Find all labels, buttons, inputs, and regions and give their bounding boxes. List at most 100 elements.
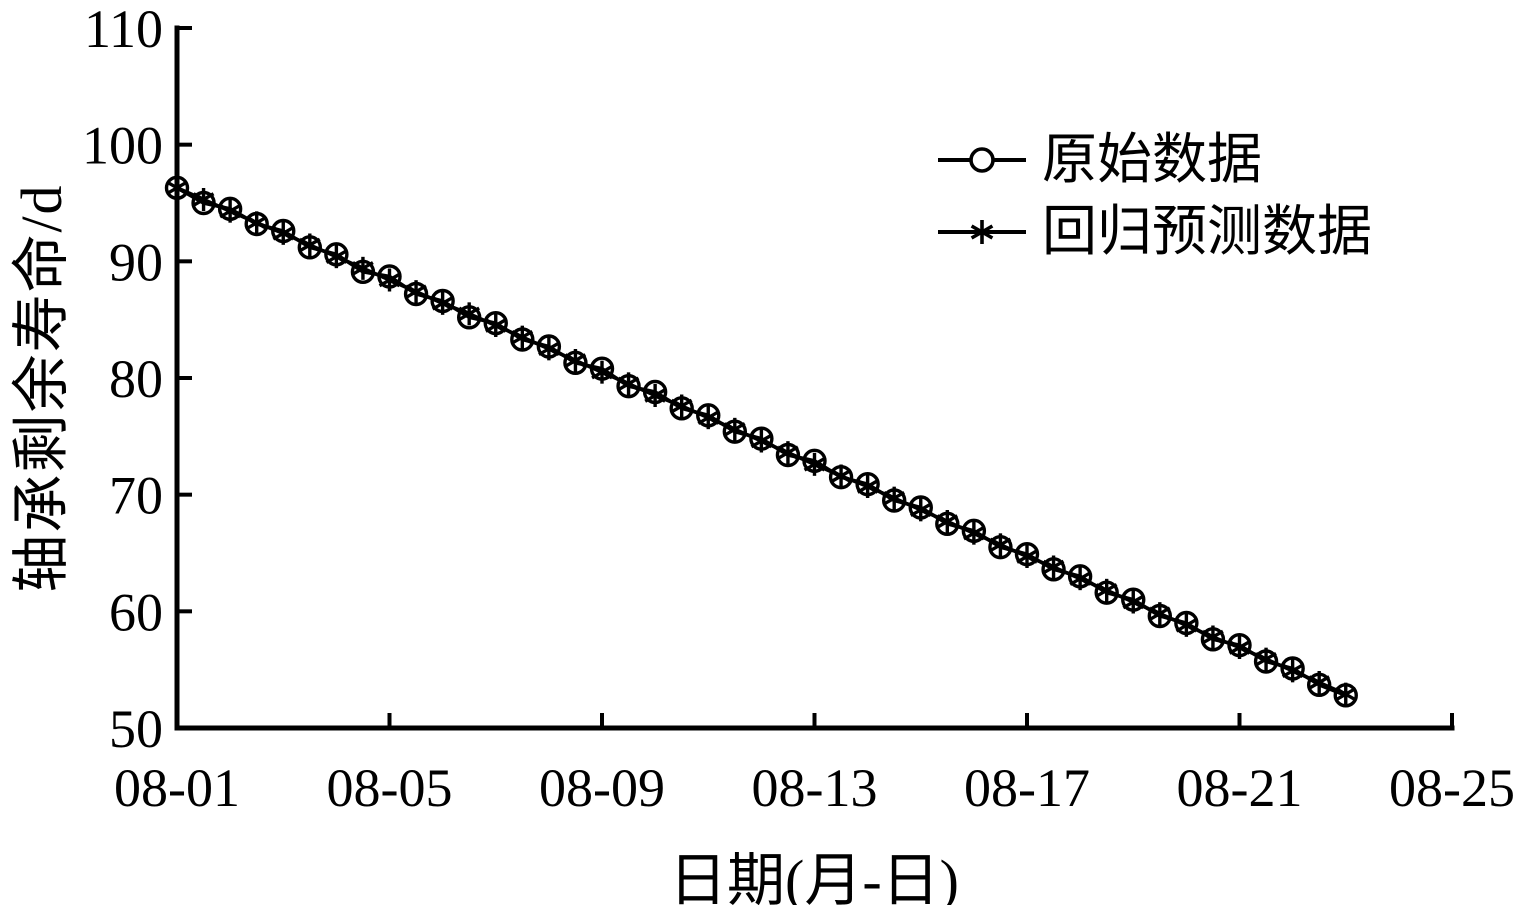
asterisk-marker-group <box>1042 555 1065 579</box>
legend-label-regression: 回归预测数据 <box>1042 201 1373 262</box>
y-tick-label: 70 <box>109 466 163 526</box>
asterisk-marker-group <box>1255 647 1277 671</box>
asterisk-marker-group <box>1122 590 1145 614</box>
asterisk-marker-icon <box>938 220 1026 244</box>
asterisk-marker-group <box>352 256 374 280</box>
asterisk-marker-group <box>1175 613 1198 637</box>
asterisk-marker-group <box>1308 671 1330 694</box>
asterisk-marker <box>1255 651 1277 667</box>
y-axis-ticks: 50 60 70 80 90 100 110 <box>82 0 192 759</box>
asterisk-marker <box>936 514 959 529</box>
y-tick-label: 100 <box>82 116 163 176</box>
asterisk-marker <box>750 433 773 449</box>
asterisk-marker <box>1202 629 1224 645</box>
x-tick-label: 08-05 <box>327 758 453 818</box>
asterisk-marker-group <box>564 349 587 372</box>
asterisk-marker-group <box>538 337 560 361</box>
asterisk-marker-group <box>1149 602 1171 626</box>
y-tick-label: 110 <box>84 0 163 59</box>
asterisk-marker-group <box>750 429 773 453</box>
asterisk-marker <box>963 525 985 541</box>
x-tick-label: 08-17 <box>964 758 1090 818</box>
asterisk-marker-group <box>192 188 215 211</box>
asterisk-marker <box>909 502 932 518</box>
asterisk-marker <box>803 457 826 472</box>
x-axis-ticks: 08-01 08-05 08-09 08-13 08-17 08-21 08-25 <box>114 713 1515 818</box>
asterisk-marker-group <box>697 406 720 430</box>
asterisk-marker <box>564 353 587 368</box>
x-tick-label: 08-25 <box>1389 758 1515 818</box>
asterisk-marker <box>1308 675 1330 690</box>
asterisk-marker-group <box>272 221 295 245</box>
asterisk-marker-group <box>458 302 480 326</box>
asterisk-marker-group <box>219 199 241 223</box>
asterisk-marker-group <box>166 176 188 200</box>
asterisk-marker <box>1016 549 1038 564</box>
asterisk-marker-group <box>1016 545 1038 568</box>
asterisk-marker <box>325 249 348 264</box>
asterisk-marker <box>166 180 188 196</box>
series-regression-data <box>166 176 1357 706</box>
asterisk-marker <box>617 376 640 392</box>
asterisk-marker <box>245 215 268 231</box>
asterisk-marker <box>1149 606 1171 621</box>
legend: 原始数据 回归预测数据 <box>936 132 1372 260</box>
asterisk-marker-group <box>1202 625 1224 649</box>
asterisk-marker <box>511 329 534 345</box>
asterisk-marker-group <box>325 245 348 269</box>
asterisk-marker-group <box>431 291 454 315</box>
asterisk-marker <box>1069 571 1091 586</box>
asterisk-marker-group <box>909 498 932 522</box>
asterisk-marker-group <box>1069 567 1091 591</box>
asterisk-marker-group <box>856 475 879 498</box>
asterisk-marker-group <box>777 441 799 465</box>
asterisk-marker <box>299 237 321 253</box>
y-tick-label: 80 <box>109 349 163 409</box>
asterisk-marker-group <box>378 268 401 292</box>
asterisk-marker <box>591 364 613 380</box>
asterisk-marker <box>1042 559 1065 575</box>
asterisk-marker <box>724 422 746 437</box>
y-tick-label: 50 <box>109 699 163 759</box>
asterisk-marker <box>538 341 560 357</box>
x-tick-label: 08-13 <box>752 758 878 818</box>
asterisk-marker <box>644 388 666 403</box>
asterisk-marker-group <box>511 325 534 349</box>
asterisk-marker-group <box>724 417 746 441</box>
asterisk-marker-group <box>299 233 321 257</box>
asterisk-marker <box>989 537 1012 553</box>
asterisk-marker <box>777 445 799 460</box>
y-axis-label: 轴承剩余寿命/d <box>9 183 74 593</box>
asterisk-marker <box>192 192 215 207</box>
asterisk-marker-group <box>1334 682 1357 706</box>
asterisk-marker <box>405 284 427 299</box>
asterisk-marker <box>1122 594 1145 610</box>
asterisk-marker <box>1175 618 1198 633</box>
asterisk-marker-group <box>644 384 666 407</box>
circle-marker-icon <box>938 147 1026 173</box>
legend-item-original: 原始数据 <box>936 132 1372 188</box>
x-tick-label: 08-21 <box>1177 758 1303 818</box>
asterisk-marker <box>1334 686 1357 702</box>
asterisk-marker <box>856 479 879 494</box>
asterisk-marker <box>272 226 295 241</box>
asterisk-marker-group <box>670 394 693 418</box>
x-tick-label: 08-01 <box>114 758 240 818</box>
asterisk-marker <box>431 296 454 311</box>
asterisk-marker-group <box>963 521 985 545</box>
asterisk-marker-group <box>830 464 852 488</box>
asterisk-marker-group <box>484 314 507 337</box>
asterisk-marker <box>1228 640 1251 655</box>
asterisk-marker-group <box>617 372 640 396</box>
asterisk-marker <box>352 261 374 276</box>
asterisk-marker <box>458 306 480 322</box>
asterisk-marker-group <box>1281 659 1304 683</box>
asterisk-marker <box>1095 583 1118 598</box>
asterisk-marker <box>697 410 720 425</box>
x-axis-label: 日期(月-日) <box>669 848 959 905</box>
asterisk-marker-group <box>883 486 905 510</box>
asterisk-marker <box>1281 663 1304 679</box>
asterisk-marker <box>219 203 241 219</box>
